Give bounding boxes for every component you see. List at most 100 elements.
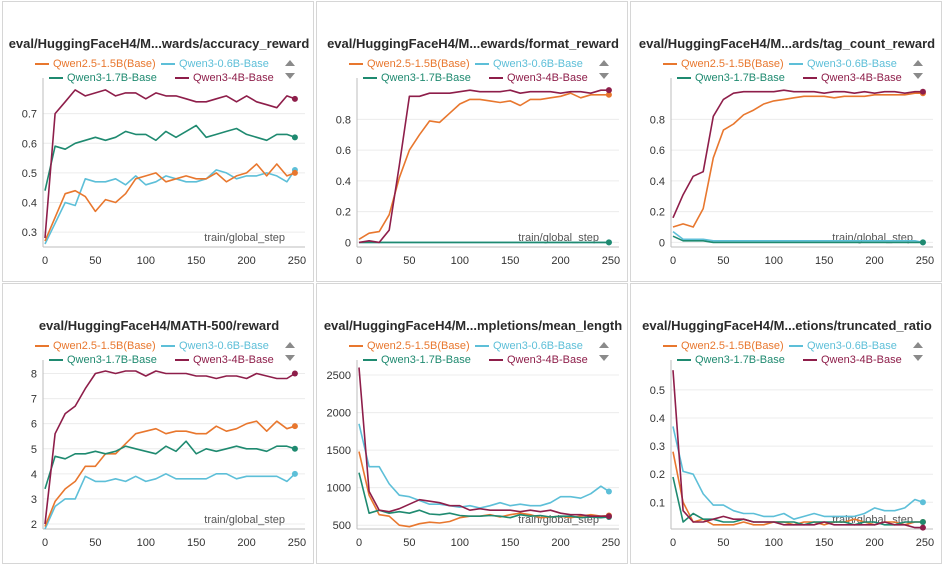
y-tick-label: 4	[31, 469, 37, 481]
series-line	[44, 440, 296, 490]
chart-title: eval/HuggingFaceH4/M...ewards/format_rew…	[327, 36, 619, 51]
x-tick-label: 150	[501, 255, 519, 267]
chart-title: eval/HuggingFaceH4/M...etions/truncated_…	[642, 318, 932, 333]
y-tick-label: 0.6	[336, 145, 351, 157]
series-line	[44, 124, 296, 191]
chart-title: eval/HuggingFaceH4/MATH-500/reward	[38, 318, 280, 333]
chart-title: eval/HuggingFaceH4/M...ards/tag_count_re…	[638, 36, 936, 51]
series-line	[44, 420, 296, 527]
y-tick-label: 0.3	[650, 441, 665, 453]
x-tick-label: 250	[288, 255, 306, 267]
y-tick-label: 2	[31, 519, 37, 531]
series-end-point	[919, 499, 926, 506]
series-line	[672, 370, 923, 529]
legend-label: Qwen3-4B-Base	[821, 72, 902, 84]
legend-swatch	[789, 345, 803, 347]
legend-scroll-up-icon[interactable]	[285, 60, 295, 66]
y-tick-label: 0.5	[650, 385, 665, 397]
legend-label: Qwen3-4B-Base	[193, 354, 274, 366]
legend-scroll-down-icon[interactable]	[285, 355, 295, 361]
legend-scroll-up-icon[interactable]	[599, 342, 609, 348]
y-tick-label: 0.2	[650, 469, 665, 481]
series-line	[44, 163, 296, 242]
legend-swatch	[789, 63, 803, 65]
y-tick-label: 6	[31, 419, 37, 431]
legend-scroll-up-icon[interactable]	[599, 60, 609, 66]
x-tick-label: 200	[551, 537, 569, 549]
chart-plot: 00.20.40.60.80 50 100 150 200 250train/global…	[650, 78, 934, 267]
legend-label: Qwen3-1.7B-Base	[695, 354, 785, 366]
legend-label: Qwen2.5-1.5B(Base)	[53, 58, 156, 70]
legend-label: Qwen3-4B-Base	[507, 354, 588, 366]
legend-label: Qwen2.5-1.5B(Base)	[367, 340, 470, 352]
legend-label: Qwen3-1.7B-Base	[67, 354, 157, 366]
legend-swatch	[49, 359, 63, 361]
legend-swatch	[663, 345, 677, 347]
series-end-point	[291, 134, 298, 141]
y-tick-label: 0.6	[22, 138, 37, 150]
x-tick-label: 0	[356, 255, 362, 267]
series-end-point	[919, 88, 926, 95]
y-tick-label: 3	[31, 494, 37, 506]
legend-swatch	[475, 345, 489, 347]
x-tick-label: 100	[137, 537, 155, 549]
series-end-point	[605, 87, 612, 94]
series-end-point	[291, 470, 298, 477]
legend-scroll-down-icon[interactable]	[599, 73, 609, 79]
legend-swatch	[677, 359, 691, 361]
legend-swatch	[803, 77, 817, 79]
series-line	[44, 169, 296, 245]
legend-scroll-up-icon[interactable]	[913, 342, 923, 348]
x-tick-label: 250	[602, 537, 620, 549]
x-tick-label: 100	[765, 537, 783, 549]
legend-label: Qwen3-0.6B-Base	[807, 58, 897, 70]
x-tick-label: 250	[916, 537, 934, 549]
y-tick-label: 0.4	[650, 176, 665, 188]
series-line	[44, 370, 296, 525]
legend-scroll-down-icon[interactable]	[599, 355, 609, 361]
x-tick-label: 150	[187, 537, 205, 549]
series-end-point	[919, 518, 926, 525]
x-tick-label: 50	[717, 537, 729, 549]
legend-scroll-up-icon[interactable]	[913, 60, 923, 66]
series-line	[358, 472, 609, 519]
x-tick-label: 150	[187, 255, 205, 267]
legend-scroll-down-icon[interactable]	[285, 73, 295, 79]
x-tick-label: 150	[815, 255, 833, 267]
legend-label: Qwen3-4B-Base	[507, 72, 588, 84]
y-tick-label: 0.8	[336, 114, 351, 126]
series-line	[672, 476, 923, 526]
x-tick-label: 150	[815, 537, 833, 549]
x-tick-label: 50	[403, 255, 415, 267]
legend-swatch	[349, 345, 363, 347]
x-tick-label: 50	[89, 255, 101, 267]
legend-swatch	[363, 359, 377, 361]
series-line	[672, 426, 924, 520]
legend-swatch	[475, 63, 489, 65]
series-end-point	[291, 445, 298, 452]
legend-label: Qwen3-0.6B-Base	[493, 58, 583, 70]
x-tick-label: 200	[865, 537, 883, 549]
x-tick-label: 0	[42, 537, 48, 549]
legend-scroll-up-icon[interactable]	[285, 342, 295, 348]
legend-swatch	[35, 345, 49, 347]
x-tick-label: 150	[501, 537, 519, 549]
legend-label: Qwen3-0.6B-Base	[493, 340, 583, 352]
chart-panel: 500 1000 1500 2000 2500 0 50 100 150 200 250 train/…	[316, 283, 628, 564]
legend-label: Qwen3-0.6B-Base	[179, 340, 269, 352]
y-tick-label: 0.1	[650, 497, 665, 509]
chart-title: eval/HuggingFaceH4/M...wards/accuracy_re…	[8, 36, 310, 51]
series-end-point	[605, 239, 612, 246]
series-end-point	[291, 95, 298, 102]
series-line	[358, 423, 610, 509]
series-line	[358, 367, 609, 517]
legend-swatch	[677, 77, 691, 79]
legend-scroll-down-icon[interactable]	[913, 73, 923, 79]
legend-label: Qwen3-1.7B-Base	[67, 72, 157, 84]
y-tick-label: 0.4	[650, 413, 665, 425]
y-tick-label: 0.4	[336, 176, 351, 188]
legend-scroll-down-icon[interactable]	[913, 355, 923, 361]
y-tick-label: 1000	[327, 483, 351, 495]
